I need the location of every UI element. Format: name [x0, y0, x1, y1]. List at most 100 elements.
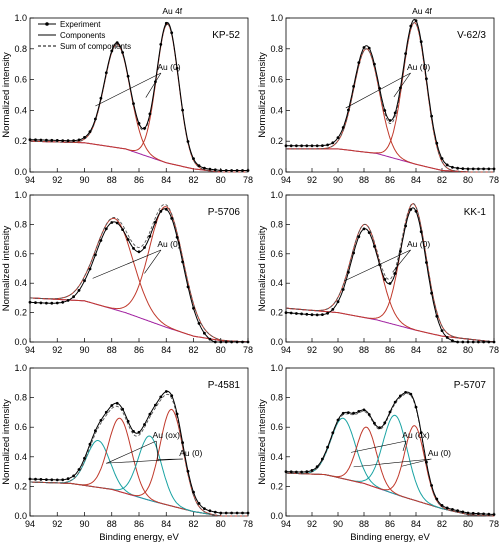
experiment-point — [219, 511, 223, 515]
experiment-point — [99, 239, 103, 242]
x-tick-label: 90 — [79, 345, 89, 355]
annotation-au-0: Au (0) — [428, 448, 451, 458]
experiment-point — [336, 300, 340, 304]
sample-label: KP-52 — [212, 30, 240, 41]
x-tick-label: 84 — [161, 519, 171, 529]
experiment-point — [192, 157, 195, 161]
experiment-point — [378, 426, 381, 430]
sum-line — [30, 203, 249, 343]
experiment-point — [175, 66, 179, 70]
experiment-point — [419, 40, 423, 44]
experiment-point — [383, 109, 387, 112]
y-tick-label: 0.6 — [270, 422, 283, 432]
experiment-point — [72, 295, 75, 299]
experiment-point — [39, 478, 43, 481]
panel-kp-52: 0.0 0.2 0.4 0.6 0.8 1.0 94 92 90 88 86 84 82 80 78 Norm… — [1, 6, 253, 185]
experiment-point — [315, 465, 319, 469]
annotation-leader — [145, 72, 162, 98]
x-tick-label: 92 — [307, 345, 317, 355]
y-tick-label: 0.8 — [270, 393, 283, 403]
experiment-line — [29, 208, 248, 343]
sample-label: V-62/3 — [457, 30, 486, 41]
experiment-point — [482, 512, 485, 516]
experiment-point — [362, 227, 366, 231]
experiment-point — [94, 429, 97, 433]
experiment-point — [471, 511, 475, 515]
experiment-point — [132, 102, 135, 105]
x-axis-label: Binding energy, eV — [350, 532, 430, 543]
experiment-point — [208, 167, 212, 171]
x-tick-label: 82 — [437, 345, 447, 355]
y-axis-label: Normalized intensity — [257, 225, 268, 311]
experiment-point — [50, 478, 54, 482]
x-tick-label: 78 — [243, 175, 253, 185]
annotation-leader — [350, 440, 407, 453]
y-tick-label: 1.0 — [14, 190, 27, 200]
experiment-point — [154, 220, 157, 224]
x-tick-label: 86 — [134, 175, 144, 185]
experiment-point — [388, 282, 392, 285]
experiment-point — [241, 169, 244, 172]
experiment-point — [50, 138, 54, 142]
experiment-point — [315, 313, 319, 317]
experiment-point — [192, 490, 195, 494]
experiment-point — [66, 299, 70, 302]
sample-label: KK-1 — [464, 207, 487, 218]
y-tick-label: 0.6 — [270, 249, 283, 259]
experiment-point — [289, 144, 293, 148]
experiment-point — [181, 108, 185, 112]
panel-v-62-3: 0.0 0.2 0.4 0.6 0.8 1.0 94 92 90 88 86 84 82 80 78 Norm… — [257, 6, 499, 185]
experiment-point — [224, 340, 228, 344]
experiment-point — [148, 234, 152, 238]
experiment-point — [321, 457, 324, 461]
experiment-point — [159, 395, 163, 399]
panel-kk-1: 0.0 0.2 0.4 0.6 0.8 1.0 94 92 90 88 86 84 82 80 78 Norm… — [257, 190, 499, 355]
x-tick-label: 78 — [243, 519, 253, 529]
legend-sum: Sum of components — [60, 42, 131, 51]
experiment-point — [61, 478, 65, 482]
experiment-point — [181, 441, 185, 445]
experiment-point — [487, 167, 491, 171]
experiment-point — [28, 300, 32, 304]
experiment-point — [175, 412, 179, 416]
experiment-point — [230, 511, 234, 515]
experiment-point — [425, 77, 428, 81]
experiment-point — [336, 418, 340, 422]
experiment-point — [409, 392, 413, 396]
x-tick-label: 92 — [307, 175, 317, 185]
y-tick-label: 1.0 — [14, 363, 27, 373]
annotation-au-4f: Au 4f — [412, 6, 432, 16]
x-tick-label: 80 — [216, 519, 226, 529]
experiment-point — [414, 19, 418, 23]
experiment-point — [246, 340, 250, 344]
x-tick-label: 80 — [463, 345, 473, 355]
experiment-point — [115, 401, 119, 405]
experiment-point — [310, 144, 314, 148]
x-tick-label: 82 — [188, 175, 198, 185]
sum-line — [30, 393, 248, 517]
x-tick-label: 86 — [134, 519, 144, 529]
experiment-point — [430, 291, 433, 295]
experiment-point — [61, 139, 65, 143]
experiment-point — [487, 512, 491, 516]
experiment-point — [430, 114, 433, 118]
experiment-point — [55, 301, 59, 305]
experiment-point — [110, 49, 114, 53]
annotation-leader — [402, 440, 407, 451]
experiment-point — [104, 71, 108, 75]
experiment-point — [373, 421, 376, 425]
experiment-point — [300, 312, 303, 316]
experiment-point — [159, 210, 163, 213]
experiment-point — [373, 245, 376, 248]
experiment-point — [357, 410, 361, 413]
x-tick-label: 90 — [333, 345, 343, 355]
experiment-point — [451, 339, 454, 342]
component-au-0 — [30, 217, 248, 343]
x-tick-label: 92 — [52, 175, 62, 185]
experiment-point — [336, 136, 340, 140]
experiment-point — [373, 62, 376, 66]
y-tick-label: 0.0 — [270, 511, 283, 521]
experiment-point — [186, 285, 190, 289]
legend-components: Components — [60, 31, 105, 40]
y-tick-label: 0.8 — [14, 219, 27, 229]
